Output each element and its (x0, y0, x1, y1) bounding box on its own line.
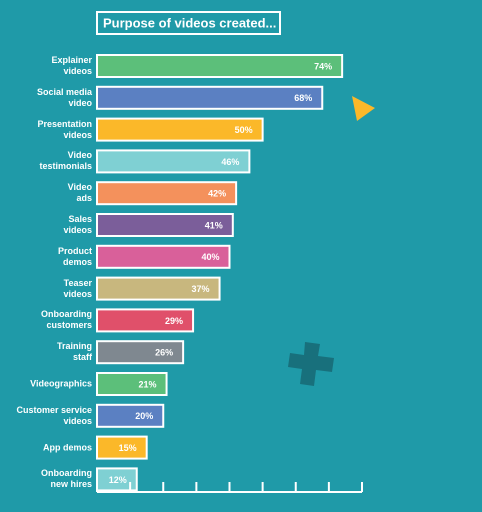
category-label: Sales videos (63, 214, 92, 235)
bar (96, 54, 344, 78)
category-label: Product demos (57, 245, 92, 267)
value-label: 21% (139, 379, 157, 389)
value-label: 40% (201, 252, 219, 262)
bar (96, 372, 168, 396)
value-label: 37% (192, 284, 210, 294)
category-label: Video ads (67, 182, 92, 204)
category-label: Onboarding new hires (41, 468, 92, 490)
value-label: 20% (135, 411, 153, 421)
bar (96, 85, 324, 110)
chart-title: Purpose of videos created... (103, 15, 276, 30)
value-label: 68% (294, 93, 312, 103)
bar (96, 181, 238, 206)
category-label: Videographics (30, 378, 92, 389)
category-label: Social media video (36, 86, 92, 108)
category-label: Video testimonials (39, 150, 92, 172)
bar (96, 340, 185, 365)
value-label: 26% (155, 348, 173, 358)
triangle-decoration (352, 96, 375, 121)
value-label: 50% (235, 125, 253, 135)
category-label: Training staff (56, 341, 92, 363)
value-label: 29% (165, 316, 183, 326)
value-label: 42% (208, 189, 226, 199)
bar (96, 403, 165, 428)
category-label: Onboarding customers (41, 309, 92, 331)
value-label: 12% (109, 475, 127, 485)
title-box (96, 11, 281, 35)
category-label: Presentation videos (37, 118, 92, 140)
value-label: 74% (314, 61, 332, 71)
bar (96, 308, 195, 333)
bar (96, 467, 138, 492)
category-label: Customer service videos (16, 404, 92, 426)
plus-decoration (288, 342, 334, 386)
bar (96, 149, 251, 174)
bar (96, 276, 221, 301)
bar (96, 213, 234, 237)
bar (96, 117, 264, 142)
bar (96, 435, 148, 460)
category-label: App demos (42, 442, 92, 453)
category-label: Teaser videos (63, 277, 92, 299)
category-label: Explainer videos (51, 55, 92, 76)
value-label: 15% (119, 443, 137, 453)
value-label: 46% (221, 157, 239, 167)
bar (96, 244, 231, 269)
value-label: 41% (205, 220, 223, 230)
